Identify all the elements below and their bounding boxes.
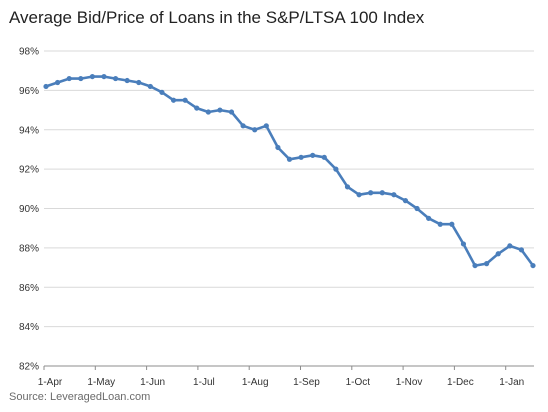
data-point [147, 83, 153, 90]
data-point [217, 107, 223, 113]
data-point [228, 109, 235, 115]
y-tick-label: 98% [19, 47, 39, 58]
x-tick-label: 1-May [87, 377, 115, 388]
data-point [507, 243, 513, 249]
data-point [182, 97, 188, 103]
data-point [124, 77, 130, 84]
x-tick-label: 1-Jul [193, 377, 215, 388]
data-point [112, 75, 119, 82]
data-point [495, 251, 501, 257]
data-point [194, 105, 200, 111]
data-point [379, 190, 385, 196]
x-tick-label: 1-Oct [346, 377, 371, 388]
y-tick-label: 92% [19, 165, 39, 176]
data-point [286, 156, 293, 162]
data-point [449, 221, 455, 227]
x-tick-label: 1-Apr [38, 377, 63, 388]
data-point [530, 262, 536, 269]
y-tick-label: 90% [19, 204, 39, 215]
data-point [136, 79, 142, 86]
data-point [426, 215, 432, 221]
data-point [518, 247, 525, 253]
data-point [402, 198, 409, 204]
data-point [414, 205, 420, 212]
data-point [344, 184, 351, 190]
y-tick-label: 96% [19, 86, 39, 97]
x-tick-label: 1-Jun [140, 377, 165, 388]
y-tick-label: 86% [19, 283, 39, 294]
data-point [66, 75, 72, 82]
source-note: Source: LeveragedLoan.com [9, 391, 151, 403]
data-point [391, 192, 397, 198]
data-point [205, 109, 211, 115]
data-point [460, 241, 467, 247]
data-point [356, 192, 362, 198]
data-point [252, 127, 258, 133]
data-point [333, 166, 339, 172]
x-tick-label: 1-Aug [242, 377, 269, 388]
data-point [298, 154, 304, 160]
x-tick-label: 1-Jan [499, 377, 524, 388]
data-point [310, 152, 316, 158]
data-point [263, 123, 269, 129]
data-point [170, 97, 177, 103]
series-line [44, 75, 535, 267]
data-point [437, 221, 443, 227]
chart-title: Average Bid/Price of Loans in the S&P/LT… [9, 8, 425, 27]
x-tick-label: 1-Nov [396, 377, 423, 388]
data-point [78, 75, 84, 82]
data-point [472, 262, 478, 269]
y-tick-label: 88% [19, 243, 39, 254]
data-point [321, 154, 327, 160]
data-point [101, 73, 107, 80]
x-tick-label: 1-Dec [447, 377, 474, 388]
data-point [159, 89, 165, 95]
data-point [275, 144, 281, 151]
y-tick-label: 84% [19, 322, 39, 333]
data-point [54, 79, 61, 86]
y-tick-label: 94% [19, 125, 39, 136]
data-point [240, 123, 246, 129]
data-point [368, 190, 374, 196]
data-point [89, 73, 95, 80]
data-point [43, 83, 49, 90]
y-tick-label: 82% [19, 362, 39, 373]
x-tick-label: 1-Sep [293, 377, 320, 388]
data-point [484, 261, 490, 267]
